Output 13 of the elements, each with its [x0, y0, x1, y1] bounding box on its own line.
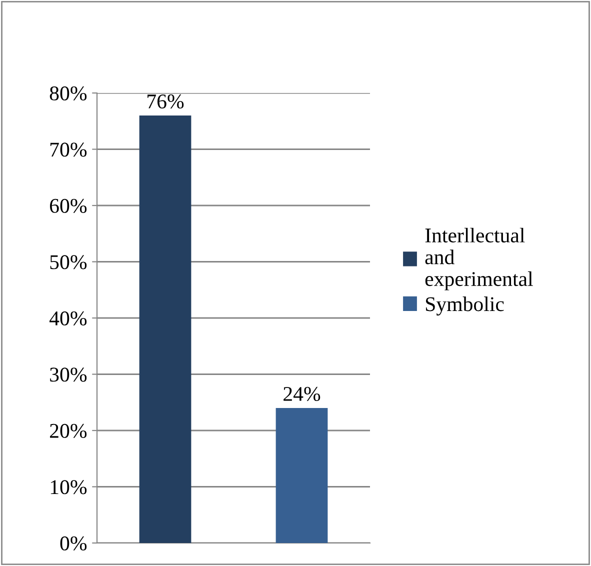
y-tick-label: 0% [60, 536, 87, 550]
y-tick-label: 70% [50, 142, 87, 157]
y-tick-label: 20% [50, 424, 87, 438]
y-tick-label: 10% [50, 480, 87, 494]
legend-label: Symbolic [426, 296, 504, 316]
data-label: 24% [284, 386, 320, 402]
y-tick-label: 50% [50, 255, 87, 270]
legend-label: Interllectual and experimental [425, 228, 533, 290]
data-label: 76% [148, 94, 184, 109]
y-tick-label: 30% [50, 368, 87, 382]
y-tick-label: 60% [50, 198, 87, 213]
y-tick-label: 40% [50, 311, 87, 326]
y-tick-label: 80% [50, 86, 87, 100]
